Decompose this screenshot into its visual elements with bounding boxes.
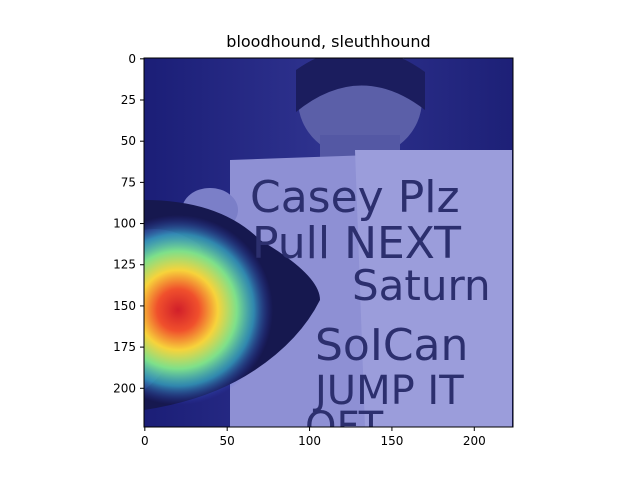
y-axis: 0 25 50 75 100 125 150 175 200 [113, 52, 144, 395]
y-tick-label: 75 [121, 175, 136, 189]
x-axis: 0 50 100 150 200 [141, 427, 486, 448]
y-tick-label: 100 [113, 217, 136, 231]
y-tick-label: 200 [113, 381, 136, 395]
sign-line-6: OFT [305, 404, 384, 450]
x-tick-label: 0 [141, 434, 149, 448]
x-tick-label: 200 [463, 434, 486, 448]
sign-line-3: Saturn [352, 261, 491, 310]
x-tick-label: 150 [380, 434, 403, 448]
figure-title: bloodhound, sleuthhound [226, 32, 431, 51]
x-tick-label: 50 [220, 434, 235, 448]
axes-frame [143, 57, 514, 428]
y-tick-label: 150 [113, 299, 136, 313]
sign-line-4: SoICan [315, 320, 468, 371]
y-tick-label: 0 [128, 52, 136, 66]
y-tick-label: 175 [113, 340, 136, 354]
photo-image [144, 58, 513, 427]
y-tick-label: 25 [121, 93, 136, 107]
sign-line-5: JUMP IT [312, 368, 464, 414]
sign-line-1: Casey Plz [250, 172, 460, 223]
sign-text: Casey Plz Pull NEXT Saturn SoICan JUMP I… [250, 172, 491, 450]
x-tick-label: 100 [298, 434, 321, 448]
sign-line-2: Pull NEXT [252, 218, 461, 269]
y-tick-label: 125 [113, 258, 136, 272]
y-tick-label: 50 [121, 134, 136, 148]
